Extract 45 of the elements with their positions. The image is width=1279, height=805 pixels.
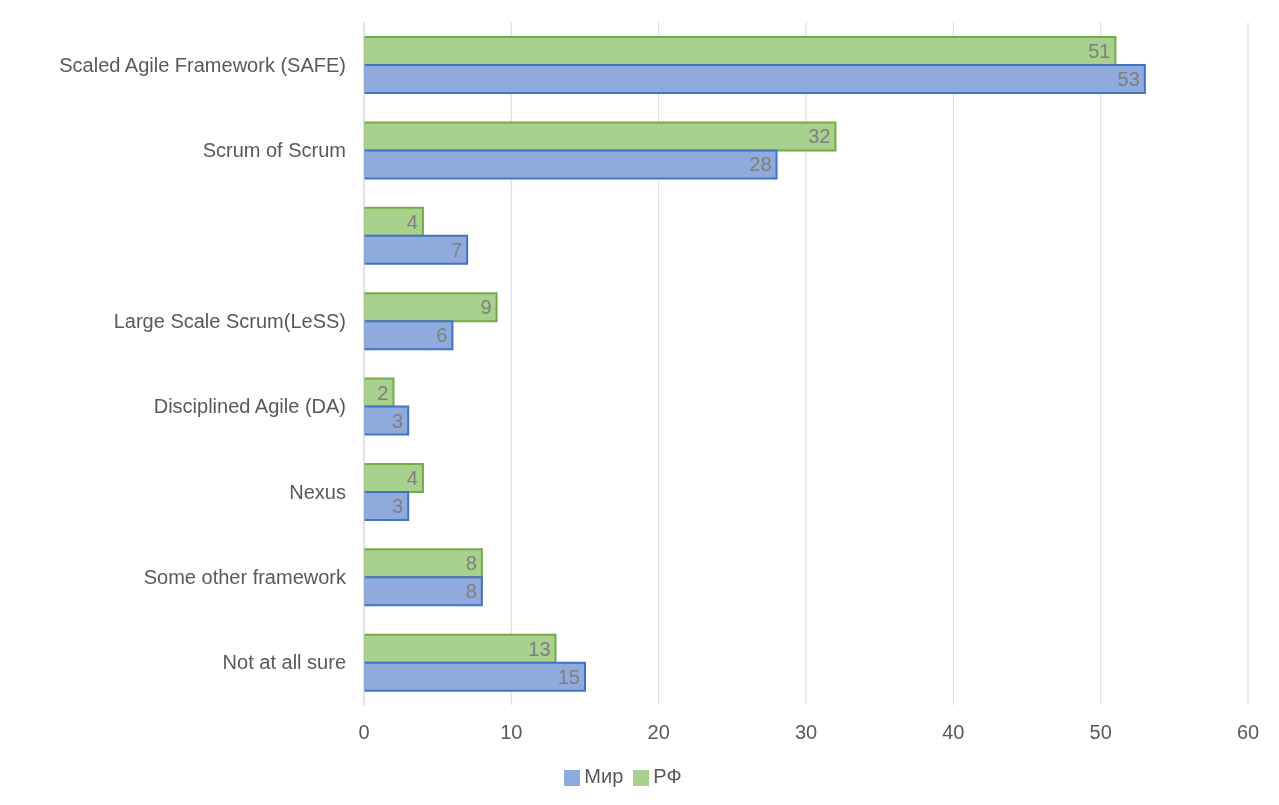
data-label: 51 bbox=[1088, 40, 1111, 63]
data-label: 7 bbox=[451, 238, 463, 261]
x-tick-label: 40 bbox=[942, 721, 965, 744]
bar bbox=[364, 64, 1146, 94]
x-tick-label: 60 bbox=[1236, 721, 1260, 744]
x-tick-label: 0 bbox=[358, 721, 370, 744]
x-tick-label: 50 bbox=[1089, 721, 1112, 744]
bar bbox=[364, 234, 469, 265]
data-label: 9 bbox=[480, 296, 492, 319]
data-label: 8 bbox=[465, 580, 477, 603]
data-label: 53 bbox=[1117, 68, 1140, 91]
data-label: 28 bbox=[749, 153, 772, 176]
bar bbox=[364, 320, 454, 351]
y-tick-label: Nexus bbox=[289, 480, 346, 503]
y-tick-label: Disciplined Agile (DA) bbox=[153, 395, 346, 418]
data-label: 3 bbox=[392, 409, 404, 432]
bar bbox=[364, 292, 498, 323]
y-tick-label: Scrum of Scrum bbox=[202, 139, 346, 162]
bar bbox=[364, 405, 410, 436]
data-label: 13 bbox=[528, 637, 551, 660]
y-tick-label: Large Scale Scrum(LeSS) bbox=[113, 309, 346, 332]
bar bbox=[364, 149, 778, 180]
data-label: 4 bbox=[406, 466, 418, 489]
legend-label: РФ bbox=[653, 765, 682, 787]
bar bbox=[364, 36, 1117, 66]
x-tick-label: 20 bbox=[647, 721, 670, 744]
bar bbox=[364, 548, 483, 579]
data-label: 8 bbox=[465, 552, 477, 575]
data-label: 2 bbox=[377, 381, 389, 404]
data-label: 3 bbox=[392, 494, 404, 517]
data-label: 32 bbox=[808, 125, 831, 148]
data-label: 4 bbox=[406, 210, 418, 233]
bar bbox=[364, 576, 483, 607]
y-tick-label: Scaled Agile Framework (SAFE) bbox=[59, 53, 346, 76]
data-label: 15 bbox=[557, 665, 580, 688]
bar bbox=[364, 633, 557, 664]
legend-label: Мир bbox=[584, 765, 624, 787]
bar bbox=[364, 661, 586, 692]
x-tick-label: 30 bbox=[794, 721, 818, 744]
y-tick-label: Some other framework bbox=[143, 566, 347, 589]
bar bbox=[364, 490, 410, 521]
bar bbox=[364, 121, 837, 152]
y-tick-label: Not at all sure bbox=[222, 651, 346, 674]
x-tick-label: 10 bbox=[500, 721, 523, 744]
data-label: 6 bbox=[436, 324, 448, 347]
